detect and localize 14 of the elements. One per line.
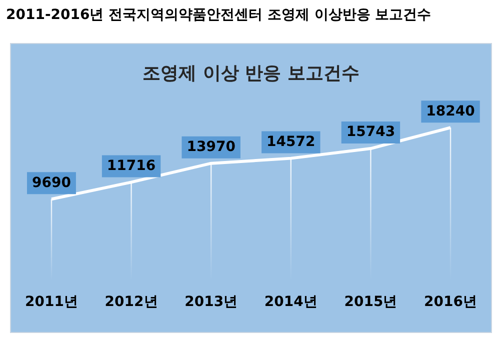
data-label: 14572 (266, 134, 316, 150)
x-tick-label: 2012년 (104, 294, 158, 310)
x-tick-label: 2013년 (184, 294, 238, 310)
data-label: 9690 (32, 174, 72, 191)
x-tick-label: 2014년 (264, 294, 318, 310)
data-label: 15743 (346, 124, 396, 140)
x-tick-label: 2011년 (25, 294, 78, 310)
data-label: 13970 (186, 138, 236, 155)
chart-title: 2011-2016년 전국지역의약품안전센터 조영제 이상반응 보고건수 (6, 6, 432, 24)
x-tick-label: 2015년 (344, 294, 398, 310)
chart-subtitle: 조영제 이상 반응 보고건수 (142, 62, 360, 85)
x-tick-label: 2016년 (424, 294, 477, 310)
data-label: 18240 (426, 103, 476, 120)
data-label: 11716 (106, 158, 156, 174)
